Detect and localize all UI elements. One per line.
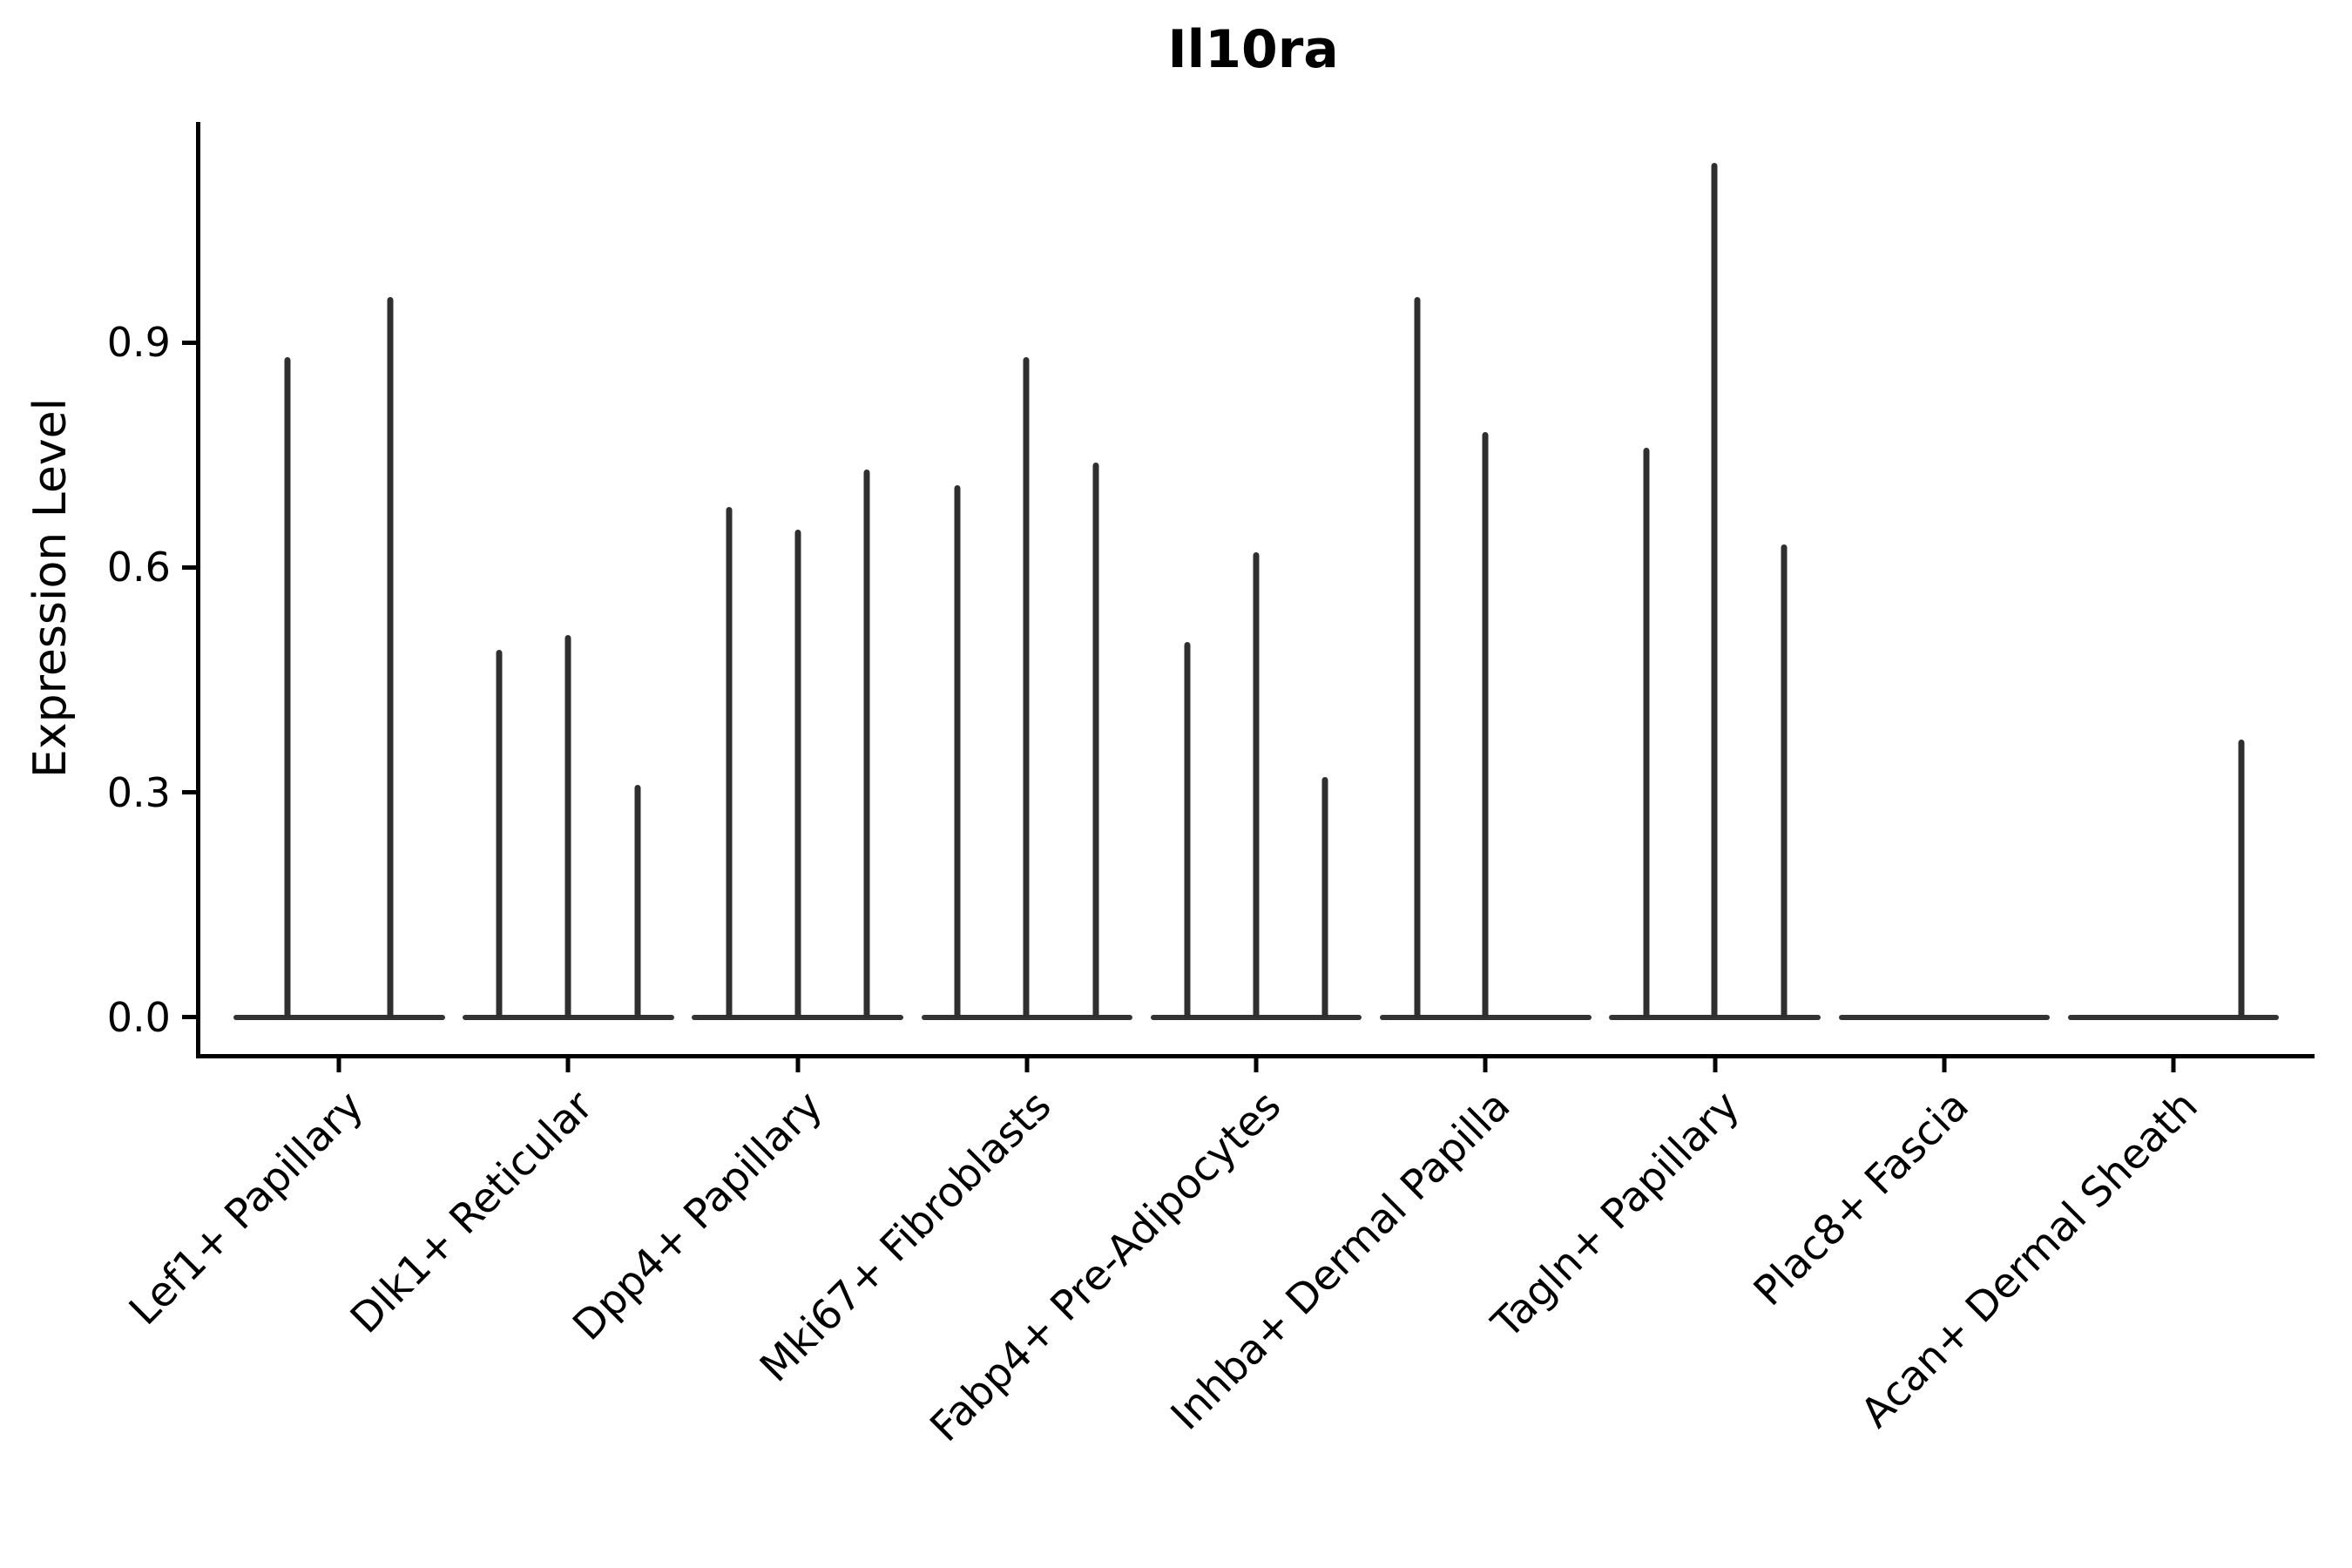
violin-base xyxy=(692,1014,903,1020)
chart-title: Il10ra xyxy=(1167,19,1339,80)
violin-spike xyxy=(2238,740,2245,1017)
x-tick-mark xyxy=(2171,1058,2176,1072)
x-axis-label: Dlk1+ Reticular xyxy=(341,1081,603,1343)
x-tick-mark xyxy=(1254,1058,1259,1072)
y-tick-label: 0.0 xyxy=(106,993,171,1041)
y-tick-label: 0.9 xyxy=(106,319,171,367)
violin-base xyxy=(921,1014,1133,1020)
violin-base xyxy=(463,1014,674,1020)
violin-spike xyxy=(564,634,571,1017)
violin-base xyxy=(2067,1014,2280,1020)
x-tick-mark xyxy=(795,1058,801,1072)
violin-base xyxy=(1838,1014,2051,1020)
y-tick-mark xyxy=(181,1015,196,1020)
x-axis-label: Dpp4+ Papillary xyxy=(563,1081,832,1350)
violin-spike xyxy=(794,530,801,1017)
violin-base xyxy=(1609,1014,1821,1020)
violin-spike xyxy=(284,357,291,1017)
y-tick-label: 0.3 xyxy=(106,768,171,816)
violin-base xyxy=(1380,1014,1592,1020)
violin-base xyxy=(233,1014,445,1020)
violin-spike xyxy=(1482,432,1489,1017)
violin-spike xyxy=(1321,777,1328,1017)
violin-spike xyxy=(1711,162,1718,1017)
x-axis-label: Lef1+ Papillary xyxy=(120,1081,374,1335)
plot-area: 0.0 0.3 0.6 0.9 Lef1+ Papillary Dlk1+ Reticul… xyxy=(107,122,2315,1451)
violin-spike xyxy=(1023,357,1030,1017)
y-tick-label: 0.6 xyxy=(106,544,171,591)
violin-spike xyxy=(1643,447,1650,1017)
y-tick-mark xyxy=(181,340,196,345)
x-tick-mark xyxy=(1024,1058,1030,1072)
violin-spike xyxy=(1414,297,1421,1017)
violin-spike xyxy=(1253,552,1260,1017)
violin-spike xyxy=(1781,544,1788,1017)
violin-base xyxy=(1150,1014,1362,1020)
x-tick-mark xyxy=(336,1058,341,1072)
violin-spike xyxy=(1184,642,1191,1017)
violin-spike xyxy=(496,649,503,1017)
x-tick-mark xyxy=(1942,1058,1947,1072)
violin-spike xyxy=(634,784,641,1017)
violin-spike xyxy=(954,484,961,1017)
x-tick-mark xyxy=(1483,1058,1488,1072)
violin-spike xyxy=(1092,462,1099,1017)
violin-spike xyxy=(387,297,394,1017)
x-tick-mark xyxy=(1713,1058,1718,1072)
y-axis-label: Expression Level xyxy=(24,397,77,779)
violin-spike xyxy=(726,507,733,1017)
y-tick-mark xyxy=(181,564,196,570)
y-tick-mark xyxy=(181,790,196,795)
violin-spike xyxy=(863,470,870,1017)
x-tick-mark xyxy=(565,1058,571,1072)
x-axis-label: Plac8+ Fascia xyxy=(1744,1081,1978,1315)
x-axis-label: Tagln+ Papillary xyxy=(1483,1081,1749,1348)
